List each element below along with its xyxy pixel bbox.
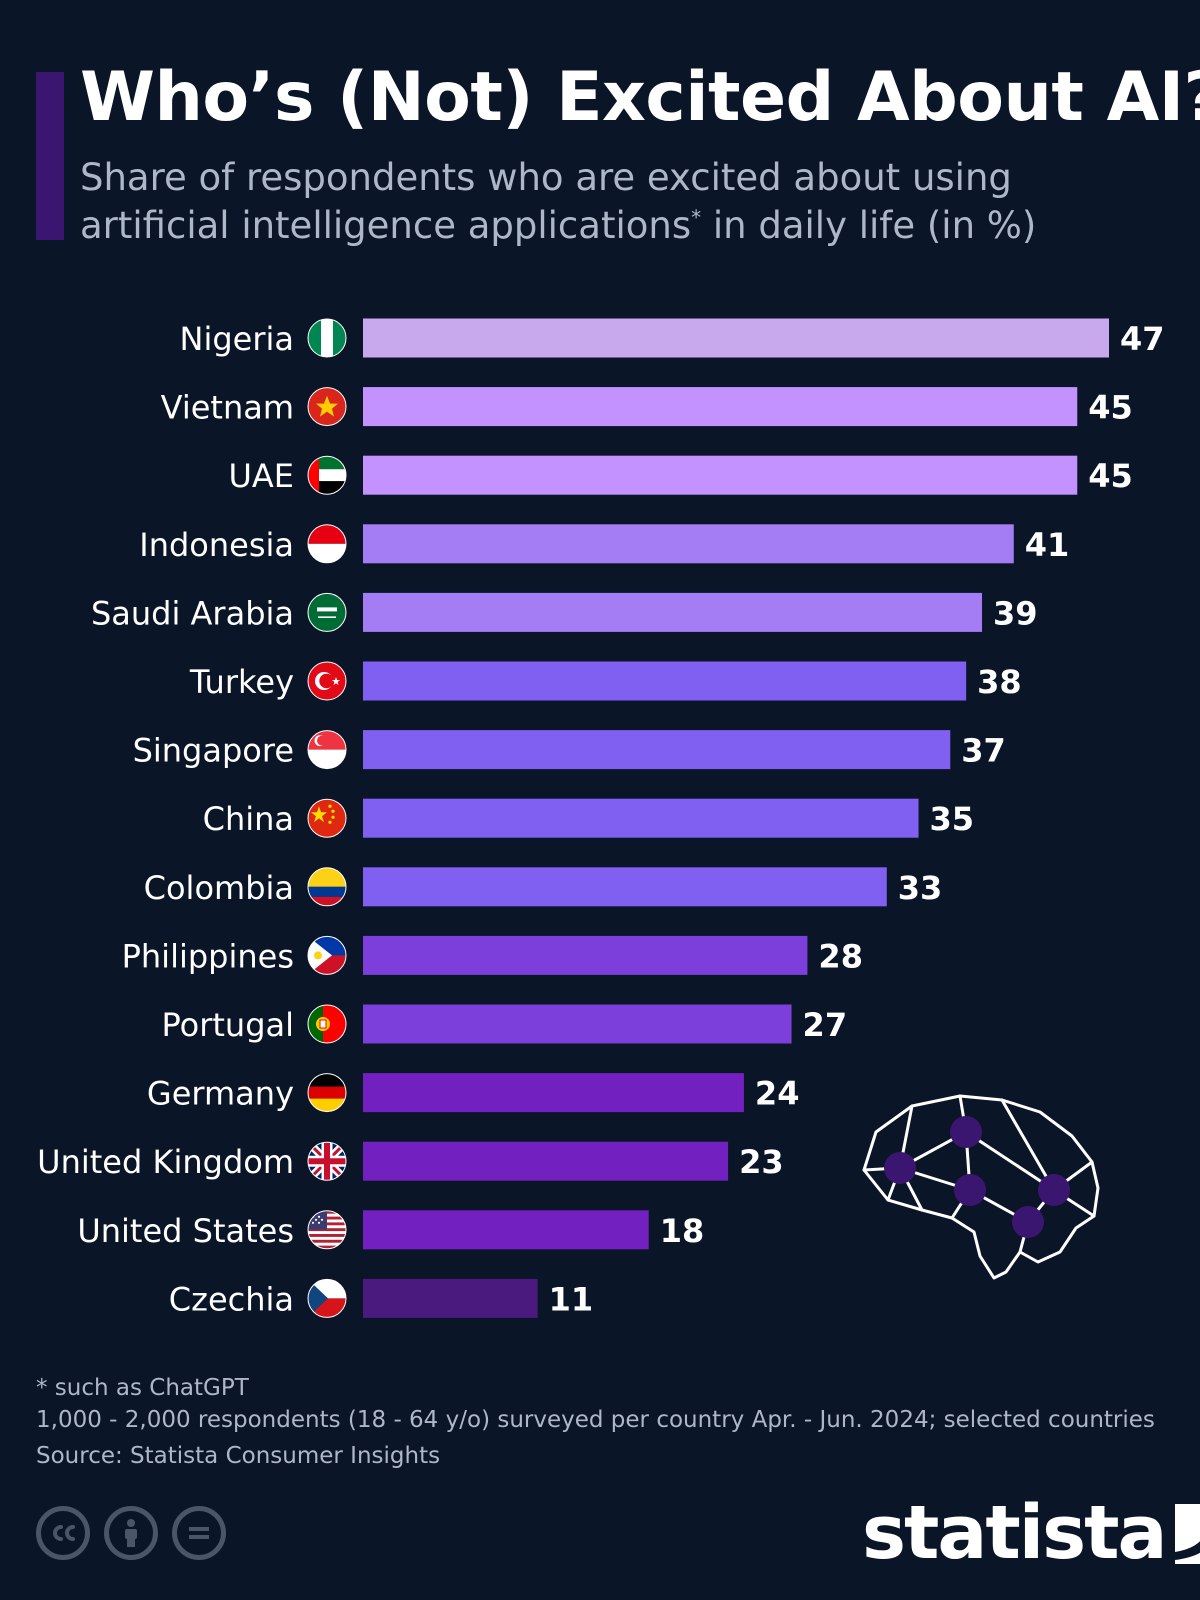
bar-china [363, 798, 919, 838]
bar-colombia [363, 867, 887, 907]
value-label-china: 35 [930, 800, 975, 838]
value-label-czechia: 11 [549, 1280, 594, 1318]
value-label-portugal: 27 [803, 1006, 848, 1044]
value-label-philippines: 28 [818, 937, 863, 975]
value-label-saudi-arabia: 39 [993, 594, 1038, 632]
license-icons [36, 1506, 226, 1560]
saudi-arabia-flag-icon [308, 593, 346, 632]
category-label-nigeria: Nigeria [180, 320, 294, 358]
united-kingdom-flag-icon [308, 1142, 346, 1181]
category-label-singapore: Singapore [133, 732, 294, 770]
nigeria-flag-icon [308, 319, 346, 357]
brain-network-icon [862, 1092, 1118, 1286]
cc-icon[interactable] [36, 1506, 90, 1560]
flag-border-saudi-arabia [307, 592, 347, 632]
bar-singapore [363, 730, 951, 770]
category-label-united-states: United States [77, 1212, 294, 1250]
flag-border-portugal [307, 1004, 347, 1044]
flag-border-germany [307, 1073, 347, 1113]
category-label-czechia: Czechia [169, 1280, 294, 1318]
footnote-asterisk: * such as ChatGPT [36, 1375, 249, 1401]
bar-united-kingdom [363, 1141, 729, 1181]
bar-indonesia [363, 524, 1014, 564]
footnotes: * such as ChatGPT 1,000 - 2,000 responde… [36, 1372, 1176, 1472]
value-label-turkey: 38 [977, 663, 1022, 701]
value-label-singapore: 37 [961, 732, 1006, 770]
value-label-germany: 24 [755, 1075, 800, 1113]
portugal-flag-icon [308, 1005, 346, 1043]
flag-border-indonesia [307, 524, 347, 564]
bar-saudi-arabia [363, 592, 983, 632]
category-label-colombia: Colombia [144, 869, 294, 907]
statista-logo: statista [862, 1496, 1200, 1570]
flag-border-china [307, 798, 347, 838]
statista-logo-mark-icon [1175, 1504, 1200, 1564]
chart-title: Who’s (Not) Excited About AI? [80, 58, 1200, 137]
subtitle-text-main: Share of respondents who are excited abo… [80, 156, 1012, 247]
category-label-germany: Germany [147, 1075, 294, 1113]
value-label-united-kingdom: 23 [739, 1143, 784, 1181]
bar-turkey [363, 661, 967, 701]
footnote-methodology: 1,000 - 2,000 respondents (18 - 64 y/o) … [36, 1407, 1155, 1433]
united-states-flag-icon [308, 1210, 346, 1249]
singapore-flag-icon [308, 730, 346, 769]
flag-border-czechia [307, 1278, 347, 1318]
flag-border-vietnam [307, 387, 347, 427]
value-label-nigeria: 47 [1120, 320, 1165, 358]
value-label-colombia: 33 [898, 869, 943, 907]
flag-border-united-states [307, 1210, 347, 1250]
germany-flag-icon [308, 1073, 346, 1112]
attribution-icon[interactable] [104, 1506, 158, 1560]
bar-uae [363, 455, 1078, 495]
value-label-indonesia: 41 [1025, 526, 1070, 564]
bar-nigeria [363, 318, 1109, 358]
bar-chart: Nigeria 47 Vietnam 45 UAE 45 Indonesia 41 Saudi … [37, 318, 1165, 1318]
footnote-source: Source: Statista Consumer Insights [36, 1443, 441, 1469]
philippines-flag-icon [308, 936, 346, 975]
title-accent-bar [36, 72, 64, 240]
bar-united-states [363, 1210, 649, 1250]
subtitle-text-end: in daily life (in %) [701, 204, 1037, 247]
category-label-portugal: Portugal [161, 1006, 294, 1044]
flag-border-singapore [307, 730, 347, 770]
flag-border-turkey [307, 661, 347, 701]
czechia-flag-icon [308, 1279, 346, 1318]
no-derivatives-icon[interactable] [172, 1506, 226, 1560]
category-label-saudi-arabia: Saudi Arabia [91, 594, 294, 632]
category-label-indonesia: Indonesia [139, 526, 294, 564]
category-label-china: China [203, 800, 294, 838]
category-label-united-kingdom: United Kingdom [37, 1143, 294, 1181]
bar-portugal [363, 1004, 792, 1044]
bar-czechia [363, 1278, 538, 1318]
category-label-uae: UAE [228, 457, 294, 495]
category-label-vietnam: Vietnam [161, 389, 294, 427]
colombia-flag-icon [308, 867, 346, 906]
value-label-vietnam: 45 [1088, 389, 1133, 427]
indonesia-flag-icon [308, 524, 346, 563]
value-label-united-states: 18 [660, 1212, 705, 1250]
uae-flag-icon [308, 456, 346, 495]
bar-vietnam [363, 387, 1078, 427]
statista-logo-text: statista [862, 1490, 1167, 1576]
category-label-turkey: Turkey [189, 663, 294, 701]
value-label-uae: 45 [1088, 457, 1133, 495]
subtitle-asterisk: * [691, 205, 702, 230]
flag-border-nigeria [307, 318, 347, 358]
chart-subtitle: Share of respondents who are excited abo… [80, 154, 1140, 250]
china-flag-icon [308, 799, 346, 838]
flag-border-philippines [307, 935, 347, 975]
category-label-philippines: Philippines [122, 937, 294, 975]
turkey-flag-icon [308, 662, 346, 700]
flag-border-united-kingdom [307, 1141, 347, 1181]
vietnam-flag-icon [308, 387, 346, 426]
bar-philippines [363, 935, 808, 975]
flag-border-uae [307, 455, 347, 495]
flag-border-colombia [307, 867, 347, 907]
bar-germany [363, 1073, 744, 1113]
